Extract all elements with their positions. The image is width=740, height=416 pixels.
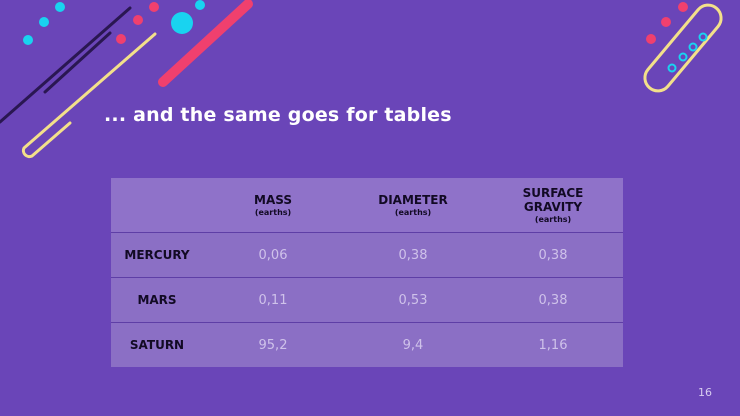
header-label: SURFACE GRAVITY	[522, 185, 584, 214]
cyan-dot	[171, 12, 193, 34]
yellow-loop	[21, 32, 157, 159]
header-unit: (earths)	[254, 207, 292, 217]
table-row: MARS 0,11 0,53 0,38	[111, 277, 623, 323]
header-diameter: DIAMETER (earths)	[343, 178, 483, 233]
slide-title: ... and the same goes for tables	[104, 104, 452, 126]
cell-mass: 0,06	[203, 232, 343, 278]
table-header-row: MASS (earths) DIAMETER (earths) SURFACE …	[111, 178, 623, 233]
cell-diameter: 0,38	[343, 232, 483, 278]
cell-gravity: 0,38	[483, 232, 623, 278]
header-mass: MASS (earths)	[203, 178, 343, 233]
pink-dot	[116, 34, 126, 44]
header-unit: (earths)	[534, 214, 572, 224]
header-empty	[111, 178, 203, 233]
header-label: MASS	[254, 192, 292, 207]
pink-dot	[646, 34, 656, 44]
page-number: 16	[698, 386, 712, 399]
cyan-dot	[195, 0, 205, 10]
planets-table: MASS (earths) DIAMETER (earths) SURFACE …	[111, 178, 623, 367]
row-header: MARS	[111, 277, 203, 323]
dark-streak	[0, 6, 132, 124]
row-header: SATURN	[111, 322, 203, 367]
cell-gravity: 1,16	[483, 322, 623, 367]
yellow-capsule	[643, 3, 723, 93]
cell-gravity: 0,38	[483, 277, 623, 323]
cyan-ring	[698, 32, 708, 42]
cyan-ring	[688, 42, 698, 52]
pink-dot	[149, 2, 159, 12]
row-header: MERCURY	[111, 232, 203, 278]
cyan-dot	[39, 17, 49, 27]
cyan-dot	[55, 2, 65, 12]
pink-dot	[133, 15, 143, 25]
cyan-ring	[678, 52, 688, 62]
cell-mass: 0,11	[203, 277, 343, 323]
cell-diameter: 9,4	[343, 322, 483, 367]
cell-mass: 95,2	[203, 322, 343, 367]
header-label: DIAMETER	[378, 192, 448, 207]
pink-dot	[661, 17, 671, 27]
header-surface-gravity: SURFACE GRAVITY (earths)	[483, 178, 623, 233]
pink-dot	[678, 2, 688, 12]
cell-diameter: 0,53	[343, 277, 483, 323]
header-unit: (earths)	[394, 207, 432, 217]
dark-streak	[43, 31, 112, 94]
cyan-dot	[23, 35, 33, 45]
table-row: SATURN 95,2 9,4 1,16	[111, 322, 623, 367]
cyan-ring	[667, 63, 677, 73]
table-row: MERCURY 0,06 0,38 0,38	[111, 232, 623, 278]
pink-streak	[158, 0, 253, 87]
